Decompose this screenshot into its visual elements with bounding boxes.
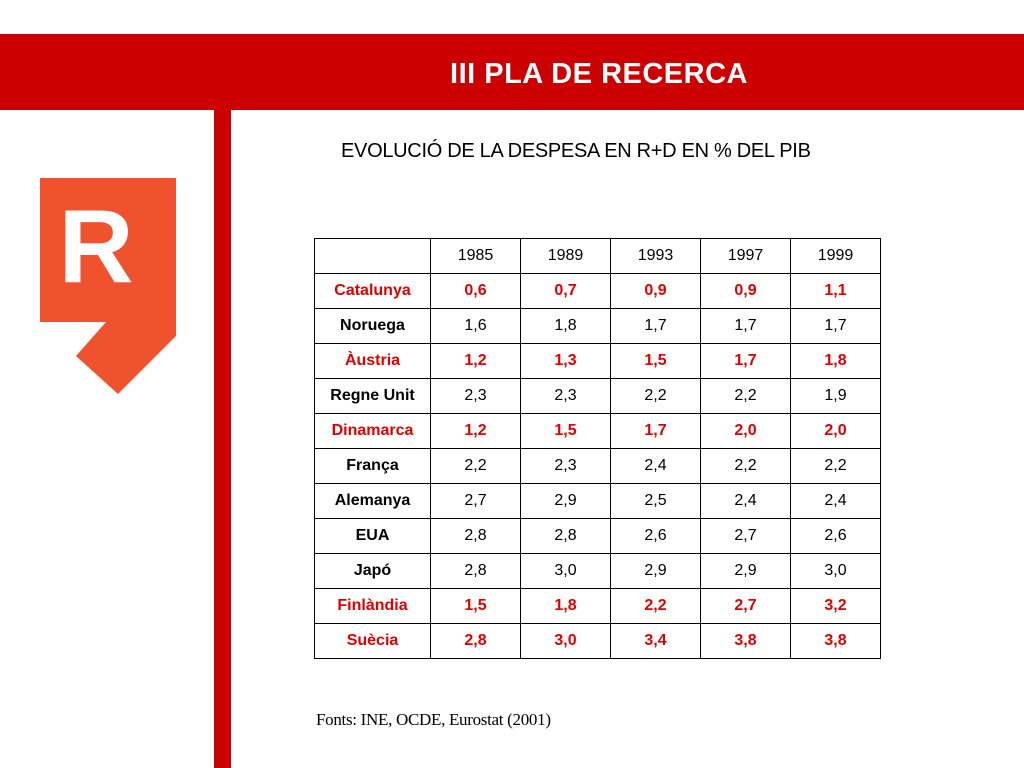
value-cell: 0,6 bbox=[430, 273, 521, 309]
value-cell: 1,7 bbox=[700, 308, 791, 344]
value-cell: 2,3 bbox=[520, 448, 611, 484]
country-cell: Finlàndia bbox=[314, 588, 431, 624]
value-cell: 3,8 bbox=[790, 623, 881, 659]
value-cell: 2,4 bbox=[610, 448, 701, 484]
value-cell: 1,7 bbox=[790, 308, 881, 344]
table-row: Catalunya 0,6 0,7 0,9 0,9 1,1 bbox=[314, 273, 881, 309]
country-cell: Noruega bbox=[314, 308, 431, 344]
value-cell: 1,5 bbox=[610, 343, 701, 379]
value-cell: 2,2 bbox=[790, 448, 881, 484]
value-cell: 2,8 bbox=[430, 518, 521, 554]
table-row: Alemanya 2,7 2,9 2,5 2,4 2,4 bbox=[314, 483, 881, 519]
value-cell: 0,7 bbox=[520, 273, 611, 309]
value-cell: 3,8 bbox=[700, 623, 791, 659]
country-cell: Japó bbox=[314, 553, 431, 589]
value-cell: 2,2 bbox=[700, 448, 791, 484]
value-cell: 2,4 bbox=[790, 483, 881, 519]
table-row: Dinamarca 1,2 1,5 1,7 2,0 2,0 bbox=[314, 413, 881, 449]
sources-note: Fonts: INE, OCDE, Eurostat (2001) bbox=[316, 710, 551, 729]
value-cell: 1,8 bbox=[520, 308, 611, 344]
value-cell: 0,9 bbox=[700, 273, 791, 309]
value-cell: 3,2 bbox=[790, 588, 881, 624]
year-header: 1985 bbox=[430, 238, 521, 274]
value-cell: 1,7 bbox=[700, 343, 791, 379]
value-cell: 2,0 bbox=[700, 413, 791, 449]
country-cell: Dinamarca bbox=[314, 413, 431, 449]
value-cell: 1,3 bbox=[520, 343, 611, 379]
country-cell: Regne Unit bbox=[314, 378, 431, 414]
logo-shape bbox=[40, 178, 176, 394]
value-cell: 2,8 bbox=[520, 518, 611, 554]
page-title: III PLA DE RECERCA bbox=[450, 58, 748, 90]
year-header: 1989 bbox=[520, 238, 611, 274]
value-cell: 2,7 bbox=[700, 518, 791, 554]
value-cell: 1,2 bbox=[430, 343, 521, 379]
year-header: 1999 bbox=[790, 238, 881, 274]
table-row: EUA 2,8 2,8 2,6 2,7 2,6 bbox=[314, 518, 881, 554]
country-cell: França bbox=[314, 448, 431, 484]
value-cell: 2,6 bbox=[610, 518, 701, 554]
country-cell: Alemanya bbox=[314, 483, 431, 519]
value-cell: 2,7 bbox=[430, 483, 521, 519]
table-row: França 2,2 2,3 2,4 2,2 2,2 bbox=[314, 448, 881, 484]
header-band bbox=[0, 34, 1024, 110]
value-cell: 2,0 bbox=[790, 413, 881, 449]
value-cell: 2,3 bbox=[520, 378, 611, 414]
header-corner-cell bbox=[314, 238, 431, 274]
table-title: EVOLUCIÓ DE LA DESPESA EN R+D EN % DEL P… bbox=[341, 140, 811, 162]
value-cell: 1,7 bbox=[610, 413, 701, 449]
value-cell: 0,9 bbox=[610, 273, 701, 309]
table-header-row: 1985 1989 1993 1997 1999 bbox=[314, 238, 881, 274]
table-row: Suècia 2,8 3,0 3,4 3,8 3,8 bbox=[314, 623, 881, 659]
value-cell: 2,2 bbox=[610, 588, 701, 624]
logo-letter: R bbox=[58, 189, 133, 305]
value-cell: 1,2 bbox=[430, 413, 521, 449]
year-header: 1993 bbox=[610, 238, 701, 274]
value-cell: 2,2 bbox=[610, 378, 701, 414]
value-cell: 2,8 bbox=[430, 623, 521, 659]
value-cell: 2,9 bbox=[520, 483, 611, 519]
table-row: Finlàndia 1,5 1,8 2,2 2,7 3,2 bbox=[314, 588, 881, 624]
logo: R bbox=[40, 178, 176, 394]
value-cell: 2,7 bbox=[700, 588, 791, 624]
value-cell: 1,1 bbox=[790, 273, 881, 309]
table-row: Àustria 1,2 1,3 1,5 1,7 1,8 bbox=[314, 343, 881, 379]
value-cell: 3,0 bbox=[520, 623, 611, 659]
country-cell: Suècia bbox=[314, 623, 431, 659]
country-cell: Catalunya bbox=[314, 273, 431, 309]
value-cell: 2,3 bbox=[430, 378, 521, 414]
vertical-divider bbox=[214, 110, 231, 768]
value-cell: 2,4 bbox=[700, 483, 791, 519]
value-cell: 2,8 bbox=[430, 553, 521, 589]
table-row: Regne Unit 2,3 2,3 2,2 2,2 1,9 bbox=[314, 378, 881, 414]
value-cell: 3,4 bbox=[610, 623, 701, 659]
value-cell: 2,2 bbox=[700, 378, 791, 414]
value-cell: 1,8 bbox=[790, 343, 881, 379]
value-cell: 3,0 bbox=[520, 553, 611, 589]
value-cell: 1,8 bbox=[520, 588, 611, 624]
value-cell: 2,9 bbox=[610, 553, 701, 589]
value-cell: 1,9 bbox=[790, 378, 881, 414]
value-cell: 3,0 bbox=[790, 553, 881, 589]
value-cell: 1,5 bbox=[430, 588, 521, 624]
year-header: 1997 bbox=[700, 238, 791, 274]
value-cell: 1,7 bbox=[610, 308, 701, 344]
value-cell: 1,6 bbox=[430, 308, 521, 344]
value-cell: 2,6 bbox=[790, 518, 881, 554]
table-row: Japó 2,8 3,0 2,9 2,9 3,0 bbox=[314, 553, 881, 589]
value-cell: 2,9 bbox=[700, 553, 791, 589]
value-cell: 2,5 bbox=[610, 483, 701, 519]
value-cell: 2,2 bbox=[430, 448, 521, 484]
value-cell: 1,5 bbox=[520, 413, 611, 449]
country-cell: Àustria bbox=[314, 343, 431, 379]
country-cell: EUA bbox=[314, 518, 431, 554]
table-row: Noruega 1,6 1,8 1,7 1,7 1,7 bbox=[314, 308, 881, 344]
rd-spending-table: 1985 1989 1993 1997 1999 Catalunya 0,6 0,7… bbox=[314, 238, 881, 659]
